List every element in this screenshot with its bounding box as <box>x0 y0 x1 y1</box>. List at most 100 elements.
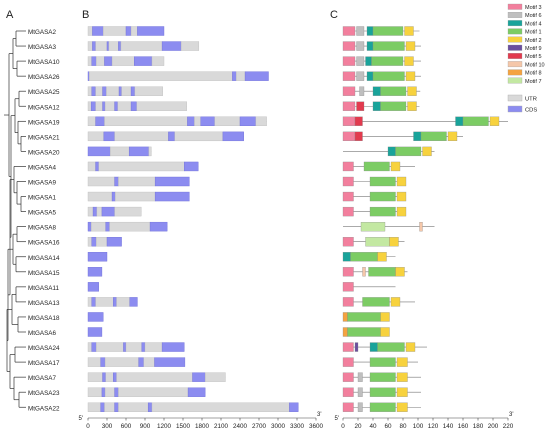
motif-block <box>369 176 396 187</box>
utr-block <box>98 161 185 172</box>
motif-block <box>405 342 416 352</box>
gene-label: MtGASA12 <box>28 104 60 111</box>
gene-label: MtGASA6 <box>28 330 56 337</box>
utr-block <box>87 161 96 172</box>
motif-block <box>372 86 381 96</box>
utr-block <box>114 131 169 142</box>
motif-block <box>342 56 356 66</box>
motif-block <box>356 56 365 66</box>
axis-tick-label: 300 <box>102 423 113 430</box>
axis-tick-label: 220 <box>503 423 514 430</box>
motif-block <box>395 267 405 277</box>
legend-swatch <box>507 12 523 18</box>
gene-label: MtGASA16 <box>28 240 60 247</box>
utr-block <box>151 56 165 66</box>
axis-tick-label: 1500 <box>176 423 191 430</box>
utr-block <box>87 357 101 367</box>
utr-block <box>87 101 92 111</box>
axis-tick-label: 100 <box>413 423 424 430</box>
utr-block <box>95 101 103 111</box>
legend-swatch <box>507 61 523 68</box>
motif-block <box>356 41 365 51</box>
utr-block <box>116 372 193 382</box>
legend-label: UTR <box>525 97 537 103</box>
legend-swatch <box>507 53 523 59</box>
utr-block <box>96 342 124 352</box>
cds-block <box>137 26 165 36</box>
motif-block <box>342 402 354 412</box>
motif-block <box>377 342 405 352</box>
motif-block <box>360 221 386 232</box>
motif-block <box>396 191 407 202</box>
utr-block <box>204 372 226 382</box>
cds-block <box>161 41 182 51</box>
utr-block <box>116 297 131 307</box>
motif-block <box>404 26 414 36</box>
utr-block <box>121 86 132 96</box>
motif-block <box>342 101 356 111</box>
motif-axis: 0 20 40 60 80 100 120 140 160 180 200 220 5' 3' <box>335 412 514 430</box>
utr-block <box>87 56 92 66</box>
gene-label: MtGASA14 <box>28 255 60 262</box>
motif-block <box>354 131 363 142</box>
cds-block <box>87 267 103 277</box>
cds-block <box>91 86 96 96</box>
gene-label: MtGASA1 <box>28 195 56 202</box>
utr-block <box>115 191 156 202</box>
cds-block <box>92 206 98 217</box>
motif-block <box>396 402 408 412</box>
utr-block <box>87 116 96 127</box>
cds-block <box>154 176 190 187</box>
utr-block <box>114 206 142 217</box>
gene-label: MtGASA7 <box>28 375 56 382</box>
legend-label: Motif 9 <box>525 46 542 52</box>
motif-block <box>342 237 354 247</box>
utr-block <box>255 116 267 127</box>
cds-block <box>147 402 153 412</box>
cds-block <box>118 86 122 96</box>
three-prime-label: 3' <box>317 412 321 418</box>
legend-label: Motif 8 <box>525 71 542 77</box>
motif-block <box>405 71 416 81</box>
gene-label: MtGASA22 <box>28 405 60 412</box>
motif-block <box>455 116 464 126</box>
utr-block <box>148 146 152 157</box>
motif-block <box>342 191 354 202</box>
motif-block <box>369 402 396 412</box>
gene-label: MtGASA3 <box>28 44 56 51</box>
utr-block <box>87 297 92 307</box>
motif-block <box>342 282 354 292</box>
cds-block <box>289 402 299 412</box>
motif-block <box>420 131 447 142</box>
utr-block <box>109 146 130 157</box>
motif-block <box>365 237 390 247</box>
utr-block <box>102 26 127 36</box>
cds-block <box>106 41 110 51</box>
motif-block <box>365 56 372 66</box>
motif-block <box>369 191 396 202</box>
motif-legend: Motif 3 Motif 6 Motif 4 Motif 1 Motif 2 Motif… <box>507 3 545 85</box>
motif-block <box>422 146 432 157</box>
motif-block <box>396 372 408 382</box>
cds-block <box>92 26 104 36</box>
cds-block <box>114 176 119 187</box>
cds-block <box>91 56 97 66</box>
cds-block <box>118 41 122 51</box>
gene-label: MtGASA15 <box>28 270 60 277</box>
legend-swatch <box>507 69 523 76</box>
motif-block <box>380 86 407 96</box>
gene-label: MtGASA9 <box>28 180 56 187</box>
cds-block <box>111 191 116 202</box>
motif-block <box>368 267 396 277</box>
motif-block <box>366 41 374 51</box>
utr-block <box>87 191 113 202</box>
motif-panel <box>342 26 508 412</box>
legend-label: CDS <box>525 108 537 114</box>
motif-block <box>357 387 363 397</box>
axis-tick-label: 900 <box>140 423 151 430</box>
axis-tick-label: 160 <box>458 423 469 430</box>
motif-block <box>396 206 407 217</box>
utr-block <box>96 206 103 217</box>
legend-label: Motif 2 <box>525 38 542 44</box>
cds-block <box>184 161 199 172</box>
